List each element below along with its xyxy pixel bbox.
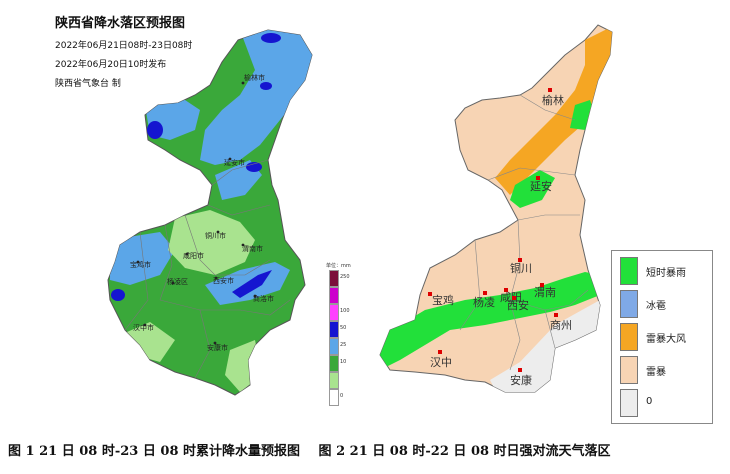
city-label-yulin: 榆林市: [244, 73, 265, 82]
legend-tick-label: 250: [340, 274, 350, 280]
legend-swatch: [620, 323, 638, 351]
legend-color-box: [329, 270, 339, 287]
legend-color-box: [329, 372, 339, 389]
legend-item: 冰雹: [620, 290, 710, 318]
legend-swatch: [620, 257, 638, 285]
legend-color-box: [329, 355, 339, 372]
legend-tick-label: 10: [340, 359, 347, 365]
legend-color-box: [329, 287, 339, 304]
convective-legend: 短时暴雨 冰雹 雷暴大风 雷暴 0: [611, 250, 713, 424]
convective-map-graphic: 榆林 延安 铜川 渭南 宝鸡 杨凌 咸阳 西安 商州 汉中 安康: [379, 24, 613, 393]
rainfall-map-graphic: 榆林市 延安市 铜川市 渭南市 宝鸡市 咸阳市 杨凌区 西安市 商洛市 汉中市 …: [107, 29, 313, 396]
map1-period: 2022年06月21日08时-23日08时: [55, 41, 193, 51]
legend-item: 雷暴: [620, 356, 710, 384]
city-label-ankang: 安康市: [207, 343, 228, 352]
rain-zone-50-100: [111, 289, 125, 301]
rainfall-forecast-map: 榆林市 延安市 铜川市 渭南市 宝鸡市 咸阳市 杨凌区 西安市 商洛市 汉中市 …: [0, 0, 365, 430]
city-label-shangzhou: 商州: [550, 318, 572, 332]
caption-fig1: 图 1 21 日 08 时-23 日 08 时累计降水量预报图: [8, 444, 301, 459]
zone-short-heavy-rain: [510, 170, 555, 208]
rain-zone-50-100: [261, 33, 281, 43]
city-label-baoji: 宝鸡: [432, 293, 454, 307]
city-label-tongchuan: 铜川: [510, 261, 532, 275]
figure-caption: 图 1 21 日 08 时-23 日 08 时累计降水量预报图 图 2 21 日…: [8, 440, 723, 464]
zone-none: [490, 300, 610, 392]
legend-item: 0: [620, 389, 710, 417]
city-label-tongchuan: 铜川市: [205, 231, 226, 240]
zone-short-heavy-rain-band: [380, 272, 600, 375]
city-label-yanan: 延安市: [224, 158, 245, 167]
legend-color-box: [329, 304, 339, 321]
legend-item: 短时暴雨: [620, 257, 710, 285]
city-label-weinan: 渭南市: [242, 244, 263, 253]
legend-tick-label: 50: [340, 325, 347, 331]
zone-thunderstorm-wind: [495, 25, 612, 195]
legend-item: 雷暴大风: [620, 323, 710, 351]
rain-zone-25-50: [200, 30, 312, 165]
city-label-xian: 西安: [507, 298, 529, 312]
map1-title-block: 陕西省降水落区预报图 2022年06月21日08时-23日08时 2022年06…: [55, 12, 192, 95]
city-label-yanan: 延安: [530, 179, 552, 193]
rain-zone-50-100: [246, 162, 262, 172]
legend-swatch: [620, 356, 638, 384]
legend-label: 冰雹: [646, 301, 666, 312]
city-label-yulin: 榆林: [542, 93, 564, 107]
rain-zone-0-10: [168, 210, 255, 275]
rain-zone-50-100: [260, 82, 272, 90]
city-label-xianyang: 咸阳市: [183, 251, 204, 260]
legend-label: 短时暴雨: [646, 268, 686, 279]
map1-title: 陕西省降水落区预报图: [55, 16, 186, 31]
city-label-baoji: 宝鸡市: [130, 260, 151, 269]
legend-tick-label: 100: [340, 308, 350, 314]
legend-swatch: [620, 389, 638, 417]
legend-unit: 单位：mm: [326, 263, 351, 269]
convective-weather-map: 榆林 延安 铜川 渭南 宝鸡 杨凌 咸阳 西安 商州 汉中 安康: [370, 0, 730, 430]
legend-color-box: [329, 389, 339, 406]
legend-color-box: [329, 321, 339, 338]
city-label-xian: 西安市: [213, 276, 234, 285]
city-label-xianyang: 咸阳: [500, 291, 522, 304]
legend-label: 0: [646, 396, 653, 407]
rainfall-legend: 单位：mm 250 100 50 25 10 0: [326, 262, 351, 412]
legend-swatch: [620, 290, 638, 318]
city-label-yangling: 杨凌区: [167, 277, 188, 286]
city-label-ankang: 安康: [510, 373, 532, 387]
legend-tick-label: 0: [340, 393, 344, 399]
city-label-yangling: 杨凌: [473, 295, 495, 309]
rain-zone-50-100: [147, 121, 163, 139]
legend-tick-label: 25: [340, 342, 347, 348]
rain-zone-50-100: [232, 270, 272, 298]
city-label-weinan: 渭南: [534, 286, 556, 299]
map1-producer: 陕西省气象台 制: [55, 79, 121, 89]
legend-label: 雷暴大风: [646, 334, 686, 345]
legend-label: 雷暴: [646, 367, 666, 378]
caption-fig2: 图 2 21 日 08 时-22 日 08 时日强对流天气落区: [318, 444, 611, 459]
city-label-hanzhong: 汉中市: [133, 323, 154, 332]
map1-issued: 2022年06月20日10时发布: [55, 60, 167, 70]
city-label-shangluo: 商洛市: [253, 294, 274, 303]
rain-zone-25-50: [110, 232, 175, 285]
city-label-hanzhong: 汉中: [430, 356, 452, 369]
legend-color-box: [329, 338, 339, 355]
